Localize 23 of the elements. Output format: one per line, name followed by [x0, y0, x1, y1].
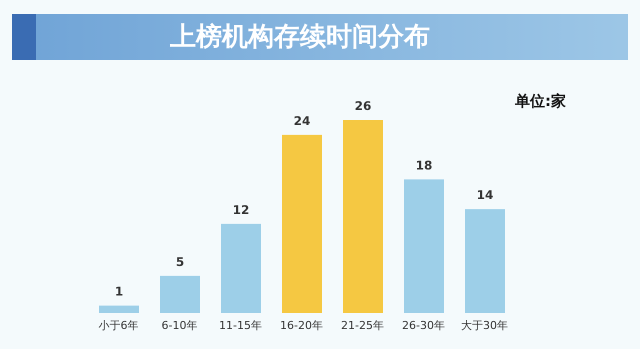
data-label: 26	[354, 99, 372, 113]
bar	[160, 276, 200, 313]
x-tick-label: 大于30年	[461, 318, 508, 332]
data-label: 14	[476, 188, 494, 202]
bar	[465, 209, 505, 313]
bar	[99, 306, 139, 313]
x-tick-label: 11-15年	[219, 318, 262, 332]
bar	[282, 134, 322, 313]
x-tick-label: 16-20年	[280, 318, 323, 332]
x-tick-label: 21-25年	[341, 318, 384, 332]
bar	[221, 224, 261, 313]
x-tick-label: 6-10年	[162, 318, 198, 332]
bar	[343, 120, 383, 313]
x-tick-label: 小于6年	[98, 318, 138, 332]
data-label: 5	[176, 254, 184, 269]
data-label: 12	[232, 202, 250, 217]
x-tick-label: 26-30年	[402, 318, 445, 332]
data-label: 24	[294, 114, 310, 128]
text: 单位:家	[515, 92, 566, 111]
data-label: 1	[114, 284, 124, 299]
data-label: 18	[416, 158, 432, 172]
chart-title: 上榜机构存续时间分布	[169, 22, 431, 52]
bar	[404, 179, 444, 313]
